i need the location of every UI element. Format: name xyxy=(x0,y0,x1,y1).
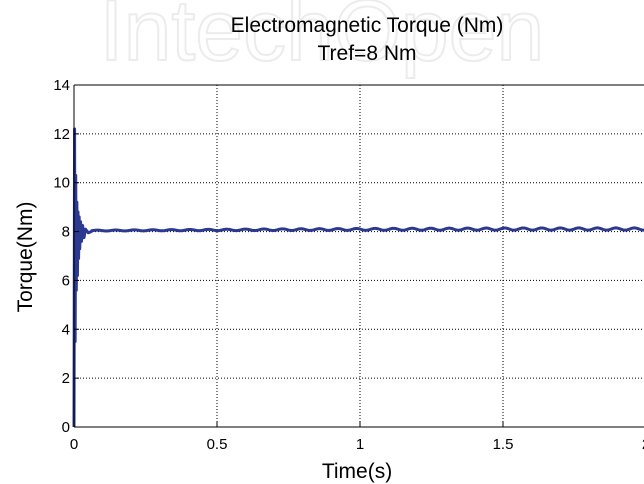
y-tick-label: 4 xyxy=(62,321,70,338)
x-axis-ticks: 0 0.5 1 1.5 2 xyxy=(70,422,644,453)
y-tick-label: 12 xyxy=(53,126,70,143)
y-tick-label: 6 xyxy=(62,272,70,289)
y-tick-label: 10 xyxy=(53,175,70,192)
watermark-logo: IntechOpen xyxy=(100,0,545,79)
axes xyxy=(73,84,644,428)
x-tick-label: 0.5 xyxy=(207,436,228,453)
x-axis-label: Time(s) xyxy=(322,460,392,483)
chart-title: Electromagnetic Torque (Nm) xyxy=(231,14,504,37)
x-tick-label: 1 xyxy=(356,436,364,453)
x-tick-label: 0 xyxy=(70,436,78,453)
y-axis-label: Torque(Nm) xyxy=(14,202,37,313)
y-tick-label: 14 xyxy=(53,77,70,94)
plot-area xyxy=(72,127,644,428)
chart-subtitle: Tref=8 Nm xyxy=(318,42,417,65)
x-tick-label: 2 xyxy=(642,436,644,453)
torque-series-line xyxy=(72,127,644,428)
x-tick-label: 1.5 xyxy=(493,436,514,453)
y-tick-label: 8 xyxy=(62,224,70,241)
y-tick-label: 0 xyxy=(62,419,70,436)
y-axis-ticks: 0 2 4 6 8 10 12 14 xyxy=(53,77,79,436)
grid-lines xyxy=(74,85,644,427)
y-tick-label: 2 xyxy=(62,370,70,387)
